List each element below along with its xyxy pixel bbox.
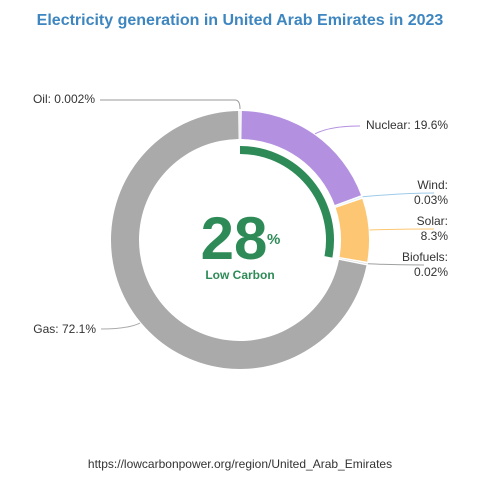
slice-label-nuclear: Nuclear: 19.6% xyxy=(366,118,448,132)
slice-label-oil: Oil: 0.002% xyxy=(33,92,95,106)
slice-label-wind-2: 0.03% xyxy=(414,193,448,207)
slice-label-biofuels-1: Biofuels: xyxy=(402,250,448,264)
slice-wind xyxy=(335,196,362,207)
leader-line-solar xyxy=(369,228,435,231)
leader-line-wind xyxy=(362,192,435,198)
slice-nuclear xyxy=(241,111,362,205)
leader-lines xyxy=(100,99,435,330)
slice-label-solar-1: Solar: xyxy=(417,214,448,228)
slice-label-solar-2: 8.3% xyxy=(421,229,449,243)
chart-title: Electricity generation in United Arab Em… xyxy=(37,12,444,29)
slices-group xyxy=(110,111,369,369)
slice-solar xyxy=(335,198,369,262)
low-carbon-value: 28 xyxy=(201,205,268,272)
low-carbon-unit: % xyxy=(267,231,280,248)
slice-label-biofuels-2: 0.02% xyxy=(414,265,448,279)
leader-line-oil xyxy=(100,99,241,110)
leader-line-biofuels xyxy=(367,263,425,266)
slice-label-wind-1: Wind: xyxy=(417,178,448,192)
leader-line-nuclear xyxy=(314,125,361,135)
slice-biofuels xyxy=(339,258,367,264)
source-url: https://lowcarbonpower.org/region/United… xyxy=(88,457,392,471)
leader-line-gas xyxy=(100,322,141,330)
slice-label-gas: Gas: 72.1% xyxy=(33,322,96,336)
low-carbon-arc xyxy=(239,146,334,258)
low-carbon-label: Low Carbon xyxy=(205,268,274,282)
slice-labels: Nuclear: 19.6% Wind:0.03% Solar:8.3% Biofue… xyxy=(33,92,448,336)
